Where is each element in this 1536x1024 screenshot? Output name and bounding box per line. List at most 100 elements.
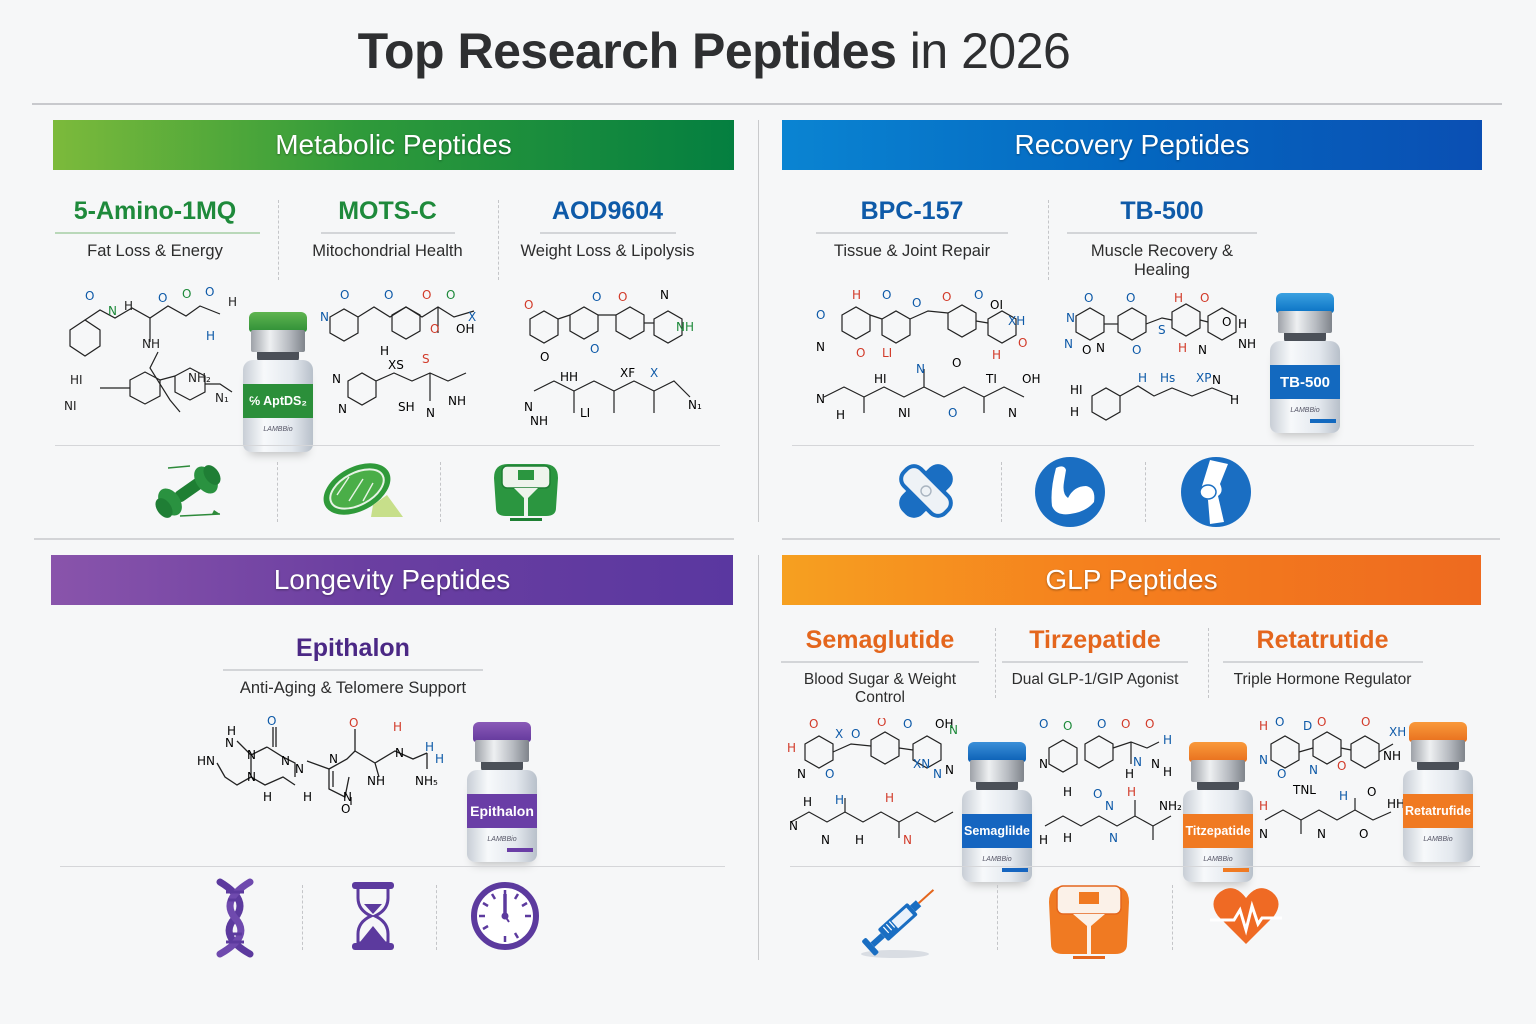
svg-text:O: O: [942, 290, 951, 304]
svg-text:H: H: [787, 741, 796, 755]
vial-logo: LAMBBio: [1290, 407, 1320, 414]
vial-logo: LAMBBio: [982, 856, 1012, 863]
peptide-semaglutide: Semaglutide Blood Sugar & Weight Control: [780, 626, 980, 707]
svg-text:XH: XH: [1389, 725, 1405, 739]
svg-text:O: O: [1093, 787, 1102, 801]
peptide-underline: [539, 232, 676, 234]
svg-text:H: H: [803, 795, 812, 809]
column-divider: [278, 200, 279, 280]
svg-text:H: H: [1230, 393, 1239, 407]
svg-text:H: H: [1039, 833, 1048, 847]
svg-text:H: H: [1163, 733, 1172, 747]
title-year: in 2026: [896, 23, 1071, 79]
peptide-mots-c: MOTS-C Mitochondrial Health: [290, 197, 485, 261]
scale-icon: [1049, 885, 1129, 959]
svg-text:XS: XS: [388, 358, 404, 372]
peptide-name: BPC-157: [860, 197, 964, 225]
scale-icon: [494, 464, 558, 521]
svg-text:XN: XN: [913, 757, 930, 771]
svg-text:N: N: [816, 392, 825, 406]
peptide-name: Retatrutide: [1256, 626, 1389, 654]
svg-text:OI: OI: [990, 298, 1003, 312]
peptide-name: TB-500: [1120, 197, 1204, 225]
svg-text:H: H: [1178, 341, 1187, 355]
vial-neck: [481, 762, 523, 772]
svg-text:O: O: [1018, 336, 1027, 350]
svg-text:H: H: [228, 295, 237, 309]
svg-text:N: N: [660, 288, 669, 302]
svg-text:H: H: [227, 724, 236, 738]
svg-text:H: H: [1070, 405, 1079, 419]
column-divider: [995, 628, 996, 698]
svg-text:XF: XF: [620, 366, 635, 380]
svg-text:O: O: [1084, 292, 1093, 305]
peptide-description: Triple Hormone Regulator: [1233, 671, 1412, 688]
banner-recovery-peptides: Recovery Peptides: [782, 120, 1482, 170]
svg-text:O: O: [1063, 719, 1072, 733]
svg-text:O: O: [422, 288, 431, 302]
svg-text:O: O: [446, 288, 455, 302]
vial-logo: LAMBBio: [487, 836, 517, 843]
svg-text:HI: HI: [1070, 383, 1083, 397]
icon-divider: [997, 885, 998, 950]
svg-text:O: O: [1039, 718, 1048, 731]
svg-text:N: N: [1066, 311, 1075, 325]
svg-text:N: N: [1105, 799, 1114, 813]
svg-text:N: N: [281, 754, 290, 768]
svg-text:O: O: [1359, 827, 1368, 841]
peptide-description: Muscle Recovery & Healing: [1090, 242, 1234, 279]
vial-label: TB-500: [1270, 365, 1340, 399]
svg-text:N: N: [247, 770, 256, 784]
svg-text:H: H: [992, 348, 1001, 362]
svg-text:NI: NI: [64, 399, 77, 413]
svg-text:LI: LI: [882, 346, 892, 360]
svg-text:N: N: [1198, 343, 1207, 357]
peptide-retatrutide: Retatrutide Triple Hormone Regulator: [1220, 626, 1425, 689]
shelf-line: [60, 866, 725, 867]
svg-text:H: H: [206, 329, 215, 343]
vial-neck: [976, 782, 1018, 792]
peptide-5-amino-1mq: 5-Amino-1MQ Fat Loss & Energy: [55, 197, 260, 261]
peptide-name: MOTS-C: [338, 197, 437, 225]
vial-cap: [968, 742, 1026, 762]
svg-text:N: N: [816, 340, 825, 354]
svg-text:H: H: [1339, 789, 1348, 803]
svg-text:HN: HN: [197, 754, 215, 768]
svg-text:N₁: N₁: [215, 391, 229, 405]
icon-divider: [440, 462, 441, 522]
svg-text:H: H: [380, 344, 389, 358]
svg-text:O: O: [877, 718, 886, 729]
svg-text:O: O: [1277, 767, 1286, 781]
svg-text:H: H: [1259, 719, 1268, 733]
knee-joint-icon: [1181, 457, 1251, 527]
svg-text:O: O: [340, 288, 349, 302]
svg-text:H: H: [1174, 292, 1183, 305]
svg-text:N: N: [916, 362, 925, 376]
svg-text:N: N: [247, 748, 256, 762]
svg-text:O: O: [341, 802, 350, 816]
svg-text:S: S: [1158, 323, 1166, 337]
svg-text:H: H: [435, 752, 444, 766]
icon-divider: [302, 885, 303, 950]
svg-text:NH₂: NH₂: [188, 371, 211, 385]
svg-text:N: N: [945, 763, 954, 777]
svg-text:H: H: [885, 791, 894, 805]
svg-text:N: N: [821, 833, 830, 847]
svg-text:H: H: [1127, 785, 1136, 799]
svg-text:H: H: [1125, 767, 1134, 781]
svg-text:N: N: [320, 310, 329, 324]
vial-crimp: [1278, 311, 1332, 333]
peptide-aod9604: AOD9604 Weight Loss & Lipolysis: [505, 197, 710, 261]
svg-text:O: O: [948, 406, 957, 420]
peptide-name: Semaglutide: [805, 626, 955, 654]
svg-text:O: O: [592, 290, 601, 304]
svg-text:O: O: [882, 288, 891, 302]
svg-text:H: H: [1063, 785, 1072, 799]
svg-text:O: O: [349, 716, 358, 730]
svg-text:NH₅: NH₅: [415, 774, 438, 788]
vial-cap: [249, 312, 307, 332]
icon-divider: [277, 462, 278, 522]
vial-stripe: [507, 848, 533, 852]
